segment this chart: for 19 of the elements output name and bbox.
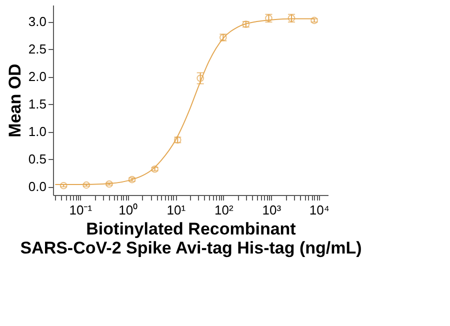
point <box>82 181 90 189</box>
x-tick-label: 10⁴ <box>309 202 330 218</box>
x-tick-label: 10² <box>214 202 234 218</box>
x-tick-label: 10⁰ <box>118 202 138 218</box>
y-tick-label: 1.5 <box>28 96 46 112</box>
y-tick-label: 0.5 <box>28 152 46 167</box>
y-tick-label: 2.5 <box>28 42 46 57</box>
y-tick-label: 1.0 <box>28 124 46 140</box>
point <box>60 182 68 190</box>
point <box>106 180 113 188</box>
y-axis-title: Mean OD <box>5 64 24 138</box>
x-tick-label: 10⁻¹ <box>69 202 93 218</box>
y-tick-label: 2.0 <box>28 69 46 84</box>
point <box>196 74 204 82</box>
y-tick-label: 0.0 <box>28 179 46 194</box>
x-tick-label: 10³ <box>262 202 282 218</box>
x-axis-title: Biotinylated Recombinant SARS-CoV-2 Spike Avi-tag His-tag (ng/mL) <box>20 220 362 258</box>
x-tick-label: 10¹ <box>166 202 186 218</box>
y-tick-label: 3.0 <box>28 14 46 30</box>
